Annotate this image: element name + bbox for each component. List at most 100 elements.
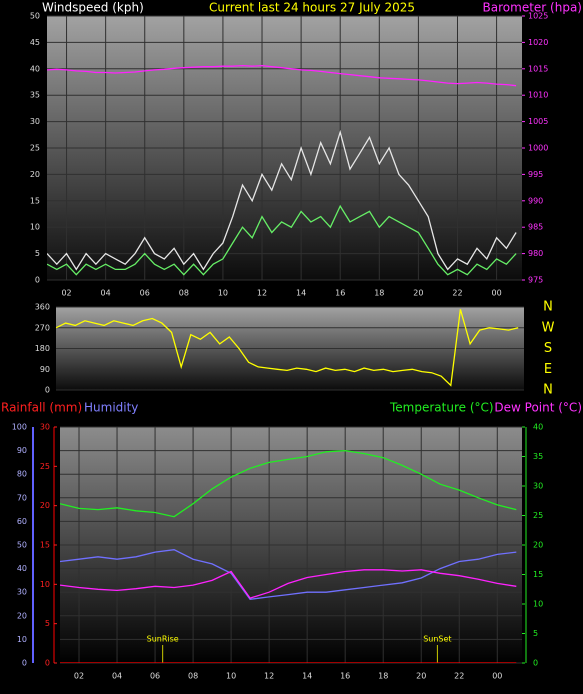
y-tick-label: 35 bbox=[30, 91, 40, 100]
compass-label: S bbox=[544, 341, 552, 356]
x-tick-label: 02 bbox=[61, 289, 71, 298]
y-tick-label: 0 bbox=[35, 276, 40, 285]
y2-tick-label: 30 bbox=[533, 482, 543, 491]
y-tick-label: 20 bbox=[17, 611, 27, 620]
y-tick-label: 25 bbox=[30, 144, 40, 153]
y2-tick-label: 15 bbox=[533, 570, 543, 579]
y-tick-label: 10 bbox=[17, 635, 27, 644]
x-tick-label: 00 bbox=[492, 672, 502, 681]
y3-tick-label: 20 bbox=[40, 501, 50, 510]
x-tick-label: 12 bbox=[264, 672, 274, 681]
legend-humidity: Humidity bbox=[84, 401, 138, 415]
y-tick-label: 70 bbox=[17, 493, 27, 502]
x-tick-label: 00 bbox=[491, 289, 501, 298]
y-tick-label: 20 bbox=[30, 170, 40, 179]
y-tick-label: 360 bbox=[35, 303, 50, 312]
series-line bbox=[47, 129, 517, 271]
x-tick-label: 20 bbox=[416, 672, 426, 681]
y2-tick-label: 1000 bbox=[528, 144, 548, 153]
series-line bbox=[60, 549, 517, 600]
y-tick-label: 50 bbox=[30, 12, 40, 21]
series-group bbox=[56, 309, 519, 387]
x-tick-label: 04 bbox=[112, 672, 122, 681]
y-tick-label: 90 bbox=[17, 446, 27, 455]
y-tick-label: 30 bbox=[30, 117, 40, 126]
y2-tick-label: 25 bbox=[533, 511, 543, 520]
x-tick-label: 16 bbox=[340, 672, 350, 681]
y-tick-label: 40 bbox=[17, 564, 27, 573]
x-tick-label: 12 bbox=[257, 289, 267, 298]
y2-tick-label: 1020 bbox=[528, 38, 548, 47]
y3-tick-label: 25 bbox=[40, 462, 50, 471]
x-tick-label: 22 bbox=[454, 672, 464, 681]
y2-tick-label: 1005 bbox=[528, 117, 548, 126]
x-tick-label: 22 bbox=[452, 289, 462, 298]
series-line bbox=[47, 204, 517, 276]
y-tick-label: 90 bbox=[40, 365, 50, 374]
y-tick-label: 45 bbox=[30, 38, 40, 47]
y3-tick-label: 10 bbox=[40, 580, 50, 589]
legend-temperature: Temperature (°C) bbox=[389, 401, 494, 415]
y-tick-label: 270 bbox=[35, 323, 50, 332]
x-tick-label: 10 bbox=[226, 672, 236, 681]
y-tick-label: 50 bbox=[17, 541, 27, 550]
y2-tick-label: 20 bbox=[533, 541, 543, 550]
series-line bbox=[60, 449, 517, 518]
y-tick-label: 0 bbox=[22, 659, 27, 668]
y2-tick-label: 985 bbox=[528, 223, 543, 232]
y2-tick-label: 1010 bbox=[528, 91, 548, 100]
y-tick-label: 10 bbox=[30, 223, 40, 232]
compass-label: E bbox=[544, 362, 552, 377]
legend-dew-point: Dew Point (°C) bbox=[494, 401, 582, 415]
y2-tick-label: 35 bbox=[533, 452, 543, 461]
y2-tick-label: 40 bbox=[533, 423, 543, 432]
y3-tick-label: 5 bbox=[45, 619, 50, 628]
y3-tick-label: 30 bbox=[40, 423, 50, 432]
y2-axis-label: Barometer (hpa) bbox=[483, 1, 582, 15]
y2-tick-label: 0 bbox=[533, 659, 538, 668]
x-tick-label: 18 bbox=[374, 289, 384, 298]
y-tick-label: 180 bbox=[35, 344, 50, 353]
x-tick-label: 08 bbox=[188, 672, 198, 681]
y2-tick-label: 980 bbox=[528, 249, 543, 258]
x-tick-label: 06 bbox=[140, 289, 150, 298]
chart-title: Current last 24 hours 27 July 2025 bbox=[209, 1, 415, 15]
series-group bbox=[60, 449, 517, 663]
y3-tick-label: 15 bbox=[40, 541, 50, 550]
annotation: SunSet bbox=[423, 635, 451, 644]
annotation: SunRise bbox=[147, 635, 179, 644]
y-tick-label: 30 bbox=[17, 588, 27, 597]
x-tick-label: 06 bbox=[150, 672, 160, 681]
y-tick-label: 40 bbox=[30, 64, 40, 73]
y-tick-label: 15 bbox=[30, 196, 40, 205]
y-tick-label: 5 bbox=[35, 249, 40, 258]
x-tick-label: 04 bbox=[101, 289, 111, 298]
series-group bbox=[47, 64, 517, 276]
x-tick-label: 18 bbox=[378, 672, 388, 681]
y-tick-label: 0 bbox=[45, 386, 50, 395]
x-tick-label: 02 bbox=[74, 672, 84, 681]
compass-label: W bbox=[542, 320, 555, 335]
x-tick-label: 14 bbox=[302, 672, 312, 681]
x-tick-label: 16 bbox=[335, 289, 345, 298]
y2-tick-label: 995 bbox=[528, 170, 543, 179]
series-line bbox=[56, 309, 519, 387]
y2-tick-label: 975 bbox=[528, 276, 543, 285]
compass-label: N bbox=[543, 383, 553, 398]
legend-rain: Rainfall (mm) bbox=[1, 401, 82, 415]
y2-tick-label: 10 bbox=[533, 600, 543, 609]
y3-tick-label: 0 bbox=[45, 659, 50, 668]
y-tick-label: 60 bbox=[17, 517, 27, 526]
y2-tick-label: 1015 bbox=[528, 64, 548, 73]
series-line bbox=[47, 64, 517, 87]
x-tick-label: 10 bbox=[218, 289, 228, 298]
compass-label: N bbox=[543, 300, 553, 315]
y2-tick-label: 990 bbox=[528, 196, 543, 205]
x-tick-label: 08 bbox=[179, 289, 189, 298]
series-line bbox=[60, 569, 517, 599]
y2-tick-label: 5 bbox=[533, 629, 538, 638]
y-tick-label: 80 bbox=[17, 470, 27, 479]
x-tick-label: 20 bbox=[413, 289, 423, 298]
y-tick-label: 100 bbox=[12, 423, 27, 432]
